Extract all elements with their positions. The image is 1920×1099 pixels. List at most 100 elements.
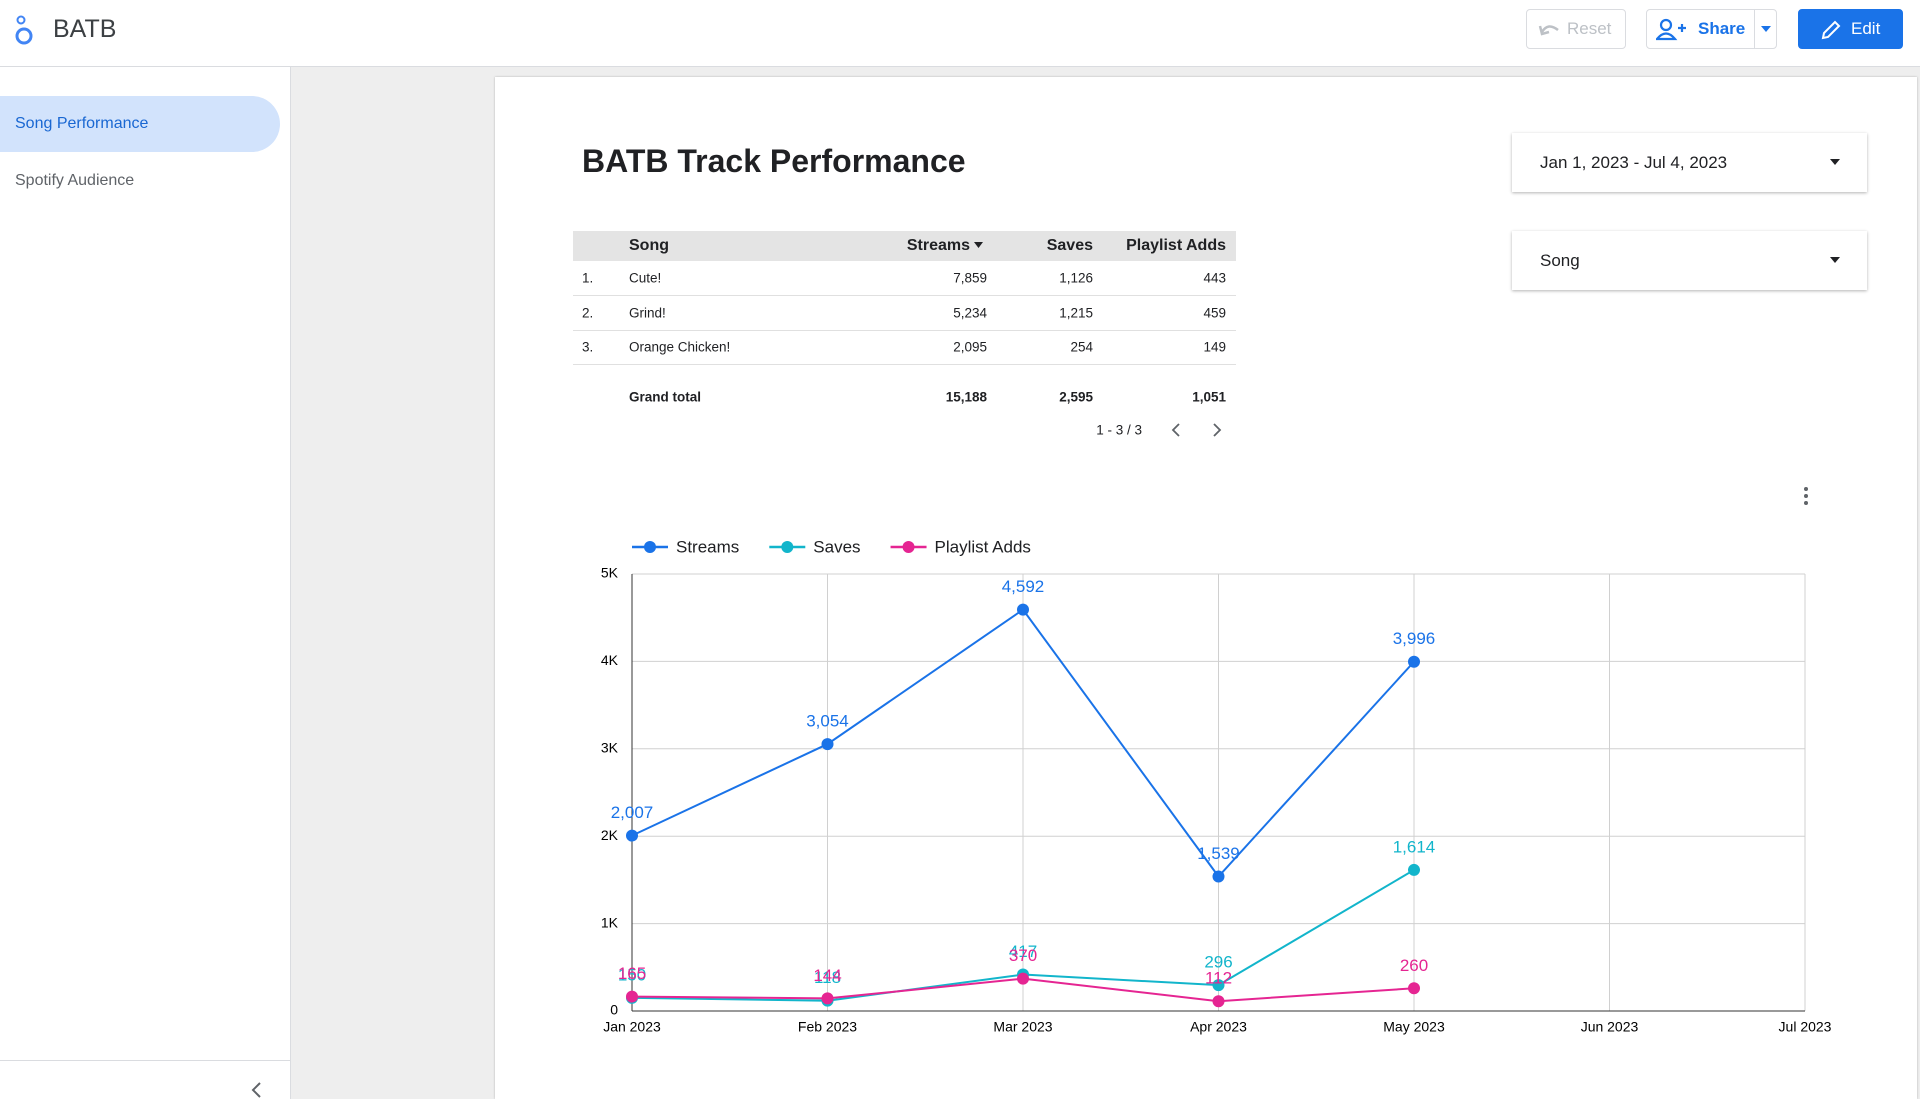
data-point [1212, 979, 1225, 992]
edit-icon [1821, 20, 1841, 40]
top-bar: BATB Reset Share Edit [0, 0, 1920, 67]
table-cell: 1,126 [1059, 270, 1093, 286]
table-cell: 1. [582, 270, 594, 286]
y-tick-label: 1K [601, 914, 619, 930]
date-filter[interactable]: Jan 1, 2023 - Jul 4, 2023 [1512, 133, 1867, 192]
total-cell: 2,595 [1059, 389, 1093, 405]
x-tick-label: Jun 2023 [1581, 1019, 1639, 1035]
share-icon [1656, 18, 1686, 41]
dropdown-arrow [1830, 159, 1840, 165]
x-tick-label: Jan 2023 [603, 1019, 661, 1035]
y-tick-label: 3K [601, 740, 619, 756]
data-label: 1,614 [1393, 837, 1436, 856]
more-menu[interactable] [1804, 487, 1808, 505]
table-cell: 459 [1203, 305, 1226, 320]
filter-label: Song [1540, 251, 1580, 270]
table-cell: 1,215 [1059, 305, 1093, 320]
data-point [1017, 603, 1029, 616]
logo [15, 15, 33, 45]
total-cell: Grand total [629, 389, 702, 405]
filter-label: Jan 1, 2023 - Jul 4, 2023 [1540, 153, 1728, 172]
song-filter[interactable]: Song [1512, 231, 1867, 290]
table-cell: 5,234 [953, 305, 987, 320]
data-point [1408, 655, 1420, 668]
y-tick-label: 2K [601, 827, 619, 843]
data-point [626, 990, 638, 1003]
table-cell: 7,859 [953, 270, 987, 286]
nav-item[interactable]: Spotify Audience [15, 172, 135, 189]
y-tick-label: 4K [601, 652, 619, 668]
dropdown-arrow [1830, 257, 1840, 263]
data-label: 3,996 [1393, 629, 1436, 648]
column-header: Saves [1046, 237, 1093, 254]
legend-label: Streams [676, 537, 739, 556]
x-tick-label: Apr 2023 [1190, 1019, 1247, 1035]
nav-item[interactable]: Song Performance [15, 115, 149, 132]
table-cell: Cute! [629, 270, 662, 286]
total-cell: 15,188 [945, 389, 987, 405]
share-button[interactable]: Share [1646, 9, 1777, 49]
data-label: 165 [618, 964, 646, 983]
legend-label: Saves [813, 537, 860, 556]
next-page[interactable] [1213, 423, 1222, 437]
table-cell: Orange Chicken! [629, 339, 731, 355]
data-point [1212, 870, 1225, 883]
collapse-button[interactable] [250, 1081, 264, 1099]
x-tick-label: Feb 2023 [798, 1019, 857, 1035]
data-label: 3,054 [806, 712, 849, 731]
legend-marker [902, 541, 915, 553]
legend-marker [644, 541, 656, 553]
legend-label: Playlist Adds [935, 537, 1031, 556]
row-divider [573, 364, 1236, 365]
data-label: 417 [1009, 942, 1037, 961]
data-point [821, 992, 834, 1005]
row-divider [573, 329, 1236, 331]
data-label: 2,007 [611, 803, 654, 822]
share-divider [1754, 9, 1755, 49]
total-cell: 1,051 [1192, 389, 1226, 405]
table-cell: Grind! [629, 305, 666, 320]
pager [1171, 423, 1222, 437]
prev-page[interactable] [1171, 423, 1180, 437]
pagination: 1 - 3 / 3 [1096, 422, 1142, 438]
x-tick-label: Jul 2023 [1779, 1019, 1832, 1035]
table-cell: 3. [582, 339, 594, 355]
table-cell: 443 [1203, 270, 1226, 286]
sort-arrow[interactable] [974, 242, 983, 248]
data-label: 296 [1204, 953, 1232, 972]
reset-button[interactable]: Reset [1526, 9, 1626, 49]
table-cell: 2,095 [953, 339, 987, 355]
reset-icon [1538, 25, 1559, 36]
share-menu-arrow[interactable] [1760, 24, 1772, 34]
data-label: 260 [1400, 956, 1428, 975]
data-point [821, 738, 834, 751]
data-point [1408, 982, 1420, 995]
data-label: 118 [814, 968, 841, 987]
reset-label: Reset [1567, 19, 1612, 38]
x-tick-label: May 2023 [1383, 1019, 1445, 1035]
edit-button[interactable]: Edit [1798, 9, 1903, 49]
data-label: 370 [1009, 946, 1037, 965]
column-header: Song [629, 237, 669, 254]
data-point [1408, 863, 1420, 876]
column-header: Streams [906, 237, 970, 254]
sidebar: Song Performance Spotify Audience [0, 67, 291, 1099]
legend-marker [781, 541, 794, 553]
table-cell: 2. [582, 305, 594, 320]
x-tick-label: Mar 2023 [993, 1019, 1052, 1035]
column-header: Playlist Adds [1126, 237, 1226, 254]
y-tick-label: 5K [601, 565, 619, 581]
data-label: 144 [813, 966, 841, 985]
report-title: BATB Track Performance [582, 143, 966, 179]
data-point [1212, 995, 1225, 1008]
table-cell: 254 [1070, 339, 1093, 355]
active-nav-pill[interactable] [0, 96, 280, 152]
data-label: 1,539 [1197, 844, 1240, 863]
table-header [573, 231, 1236, 261]
y-tick-label: 0 [610, 1002, 618, 1018]
data-label: 112 [1205, 969, 1232, 988]
app-name: BATB [53, 15, 117, 43]
edit-label: Edit [1851, 19, 1881, 38]
